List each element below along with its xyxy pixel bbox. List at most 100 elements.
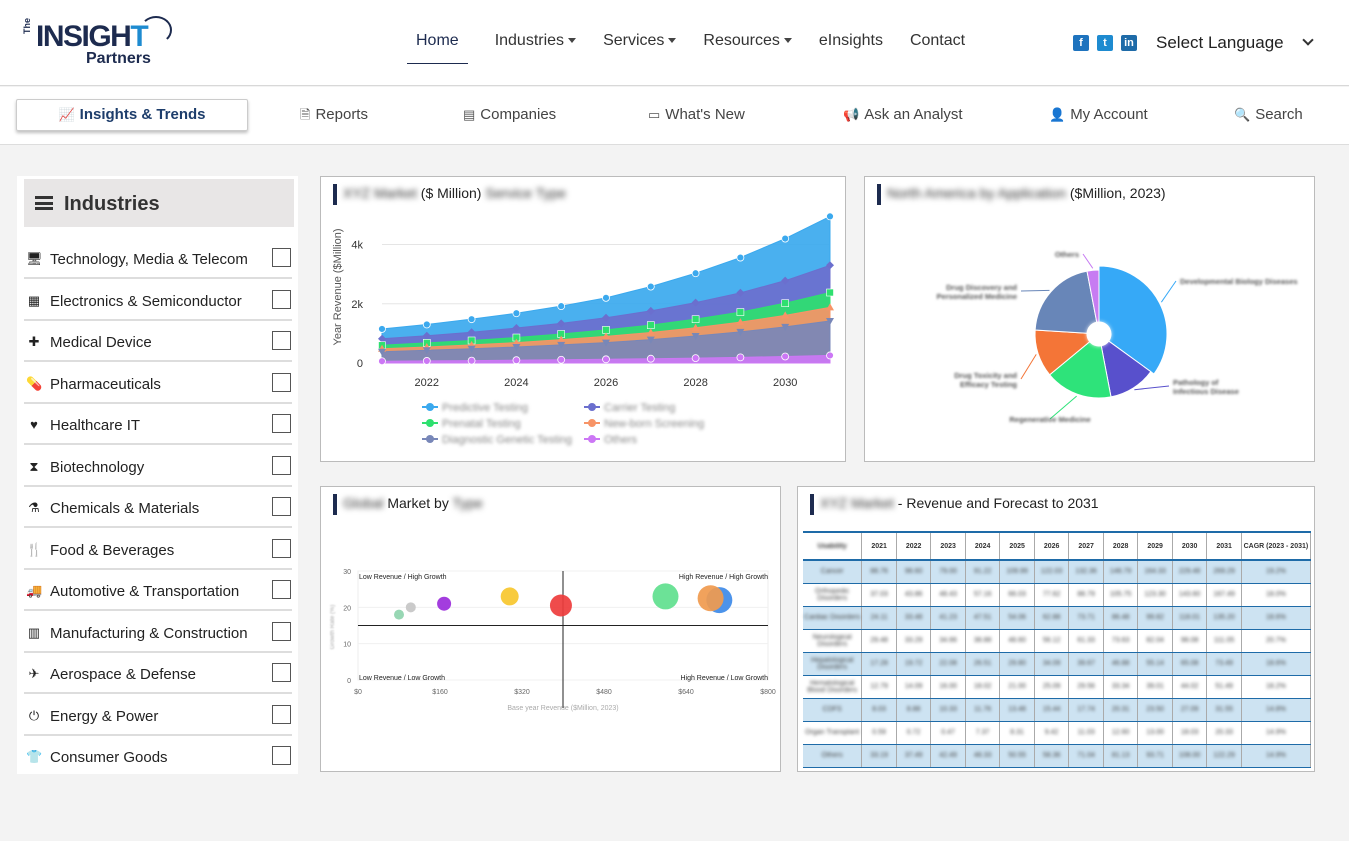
subnav-what-s-new[interactable]: ▭ What's New [648, 106, 745, 123]
bubble-point[interactable] [500, 587, 519, 606]
industry-checkbox[interactable] [272, 580, 291, 599]
industry-automotive-and-transportation[interactable]: 🚚 Automotive & Transportation [24, 570, 292, 611]
x-tick-label: 2024 [504, 377, 528, 389]
insight-partners-logo[interactable]: The INSIGHT Partners [22, 14, 182, 72]
pie-label: Drug Discovery and Personalized Medicine [937, 283, 1018, 301]
table-cell: 26.51 [965, 652, 1001, 676]
subnav-companies[interactable]: ▤ Companies [463, 106, 556, 123]
industry-checkbox[interactable] [272, 538, 291, 558]
industry-biotechnology[interactable]: ⧗ Biotechnology [24, 446, 292, 487]
linkedin-icon[interactable]: in [1121, 35, 1137, 51]
subnav-my-account[interactable]: 👤 My Account [1049, 106, 1148, 123]
nav-contact[interactable]: Contact [910, 22, 965, 64]
data-point [646, 306, 655, 315]
table-cell: Others [803, 744, 863, 768]
table-cell: 29.48 [861, 629, 897, 653]
industry-technology-media-and-telecom[interactable]: 🖥 Technology, Media & Telecom [24, 238, 292, 279]
bubble-chart-title: Global Market by Type [333, 494, 483, 515]
data-point [602, 293, 610, 302]
table-cell: 39.01 [1137, 675, 1173, 699]
industry-pharmaceuticals[interactable]: 💊 Pharmaceuticals [24, 363, 292, 404]
table-cell: 23.50 [1137, 698, 1173, 722]
quadrant-label: Low Revenue / High Growth [359, 574, 447, 581]
sidebar-title: Industries [64, 193, 160, 215]
revenue-table-card: XYZ Market - Revenue and Forecast to 203… [797, 486, 1315, 772]
industry-checkbox[interactable] [272, 289, 291, 309]
bubble-point[interactable] [405, 602, 416, 613]
x-tick-label: $160 [432, 689, 448, 696]
table-header-cell: 2023 [930, 531, 966, 561]
legend-item-predictive-testing[interactable]: Predictive Testing [422, 402, 528, 414]
legend-item-prenatal-testing[interactable]: Prenatal Testing [422, 418, 521, 430]
data-point [422, 320, 431, 329]
table-cell: 65.08 [1172, 652, 1208, 676]
social-links: f t in [1073, 35, 1137, 51]
y-tick-label: 0 [357, 358, 363, 370]
legend-item-carrier-testing[interactable]: Carrier Testing [584, 402, 675, 414]
nav-label: Industries [494, 32, 565, 49]
bubble-point[interactable] [437, 596, 452, 611]
industry-aerospace-and-defense[interactable]: ✈ Aerospace & Defense [24, 653, 292, 694]
pie-leader-line [1134, 385, 1170, 391]
nav-resources[interactable]: Resources [703, 22, 792, 64]
nav-label: Contact [909, 32, 966, 49]
nav-home[interactable]: Home [407, 22, 468, 64]
caret-down-icon [568, 38, 577, 44]
nav-services[interactable]: Services [603, 22, 677, 64]
flask-icon: ⚗ [28, 500, 40, 515]
pie-leader-line [1020, 289, 1050, 292]
industry-checkbox[interactable] [272, 331, 291, 350]
data-point [691, 269, 700, 278]
industry-checkbox[interactable] [272, 497, 291, 516]
industry-checkbox[interactable] [272, 746, 291, 765]
table-cell: 269.29 [1206, 560, 1242, 584]
legend-item-diagnostic-genetic-testing[interactable]: Diagnostic Genetic Testing [422, 434, 572, 446]
industry-food-and-beverages[interactable]: 🍴 Food & Beverages [24, 529, 292, 570]
bubble-point[interactable] [652, 583, 679, 610]
table-cell: Orthopedic Disorders [803, 583, 863, 607]
nav-einsights[interactable]: eInsights [819, 22, 883, 64]
bubble-point[interactable] [394, 609, 404, 620]
industry-chemicals-and-materials[interactable]: ⚗ Chemicals & Materials [24, 487, 292, 528]
industry-checkbox[interactable] [272, 414, 291, 433]
industry-checkbox[interactable] [272, 663, 291, 682]
data-point [557, 335, 566, 343]
legend-item-new-born-screening[interactable]: New-born Screening [584, 418, 704, 430]
table-cell: 51.49 [1206, 675, 1242, 699]
table-cell: 143.60 [1172, 583, 1208, 607]
industry-medical-device[interactable]: ✚ Medical Device [24, 321, 292, 362]
twitter-icon[interactable]: t [1097, 35, 1113, 51]
data-point [646, 328, 655, 336]
table-cell: 24.11 [861, 606, 897, 630]
language-select[interactable]: Select Language [1156, 33, 1316, 53]
nav-industries[interactable]: Industries [494, 22, 577, 64]
subnav-ask-an-analyst[interactable]: 📢 Ask an Analyst [843, 106, 963, 123]
industry-checkbox[interactable] [272, 455, 291, 475]
table-cell: 86.48 [1103, 606, 1139, 630]
subnav-search[interactable]: 🔍 Search [1234, 106, 1303, 123]
industry-electronics-and-semiconductor[interactable]: ▦ Electronics & Semiconductor [24, 280, 292, 321]
industry-checkbox[interactable] [272, 621, 291, 641]
industry-checkbox[interactable] [272, 248, 291, 267]
data-point [781, 311, 790, 319]
x-tick-label: $0 [354, 689, 362, 696]
pie-leader-line [1049, 395, 1077, 420]
subnav-insights-and-trends[interactable]: 📈 Insights & Trends [16, 99, 248, 131]
industry-checkbox[interactable] [272, 704, 291, 724]
table-cell: 122.03 [1034, 560, 1070, 584]
industry-manufacturing-and-construction[interactable]: ▥ Manufacturing & Construction [24, 612, 292, 653]
industry-checkbox[interactable] [272, 372, 291, 392]
bubble-point[interactable] [697, 585, 724, 612]
y-tick-label: 10 [343, 642, 351, 649]
bubble-point[interactable] [549, 594, 572, 617]
pie-slice-drug-discovery-and-personalized-medicine[interactable] [1034, 270, 1098, 334]
facebook-icon[interactable]: f [1073, 35, 1089, 51]
subnav-reports[interactable]: 🗎 Reports [300, 106, 368, 128]
data-point [557, 341, 566, 349]
industry-healthcare-it[interactable]: ♥ Healthcare IT [24, 404, 292, 445]
industry-energy-and-power[interactable]: ⏻ Energy & Power [24, 695, 292, 736]
industry-consumer-goods[interactable]: 👕 Consumer Goods [24, 736, 292, 777]
table-cell: 71.04 [1068, 744, 1104, 768]
table-header-cell: 2021 [861, 531, 897, 561]
legend-item-others[interactable]: Others [584, 434, 638, 446]
